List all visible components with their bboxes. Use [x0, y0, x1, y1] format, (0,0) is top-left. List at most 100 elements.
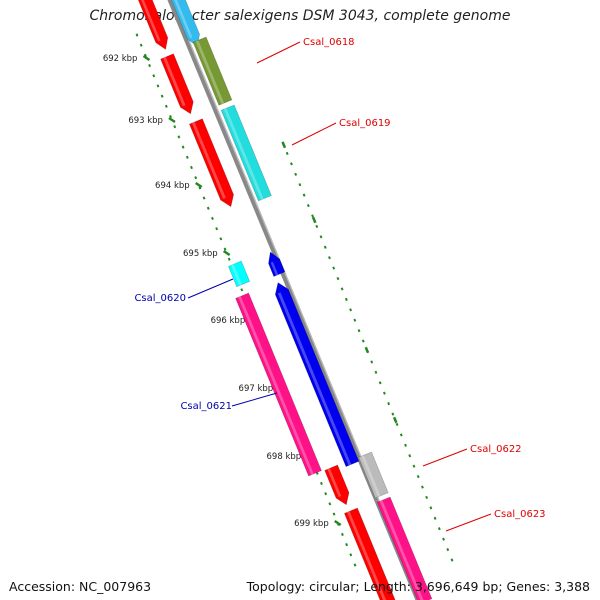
- gene-leader-line: [231, 392, 278, 407]
- outer-tick-dot: [399, 433, 403, 437]
- outer-tick-dot: [442, 537, 445, 541]
- gene-label: Csal_0622: [470, 444, 522, 455]
- gene-arrow-sky-shine: [174, 0, 193, 39]
- outer-tick-dot: [370, 360, 374, 364]
- major-tick: [142, 54, 151, 62]
- gene-leader-line: [256, 41, 301, 64]
- outer-tick-dot: [387, 402, 391, 406]
- gene-arrow-red-shine: [192, 122, 226, 199]
- outer-tick-dot: [298, 183, 302, 187]
- gene-leader-line: [291, 122, 337, 146]
- gene-arrow-blue-shine: [277, 292, 352, 466]
- gene-label: Csal_0619: [339, 118, 391, 129]
- inner-tick-dot: [135, 33, 139, 37]
- inner-tick-dot: [169, 114, 172, 119]
- gene-leader-line: [445, 513, 492, 532]
- gene-leader-line: [187, 278, 234, 299]
- gene-leader-line: [422, 448, 468, 467]
- outer-tick-dot: [425, 495, 429, 500]
- gene-label-layer: Csal_0618 Csal_0619 Csal_0620 Csal_0621 Csal…: [134, 37, 546, 532]
- gene-arrow-olive-shine: [195, 40, 225, 105]
- tick-label: 699 kbp: [294, 519, 329, 529]
- inner-tick-dot: [177, 135, 181, 139]
- inner-tick-dot: [349, 553, 353, 557]
- major-tick: [281, 141, 287, 149]
- outer-tick-dot: [332, 266, 336, 270]
- outer-tick-dot: [382, 391, 386, 395]
- major-tick: [311, 216, 317, 224]
- inner-tick-dot: [215, 227, 219, 231]
- outer-tick-dot: [349, 308, 353, 312]
- gene-label: Csal_0618: [303, 37, 355, 48]
- outer-tick-dot: [421, 485, 424, 489]
- tick-label: 696 kbp: [211, 316, 246, 326]
- outer-tick-dot: [306, 203, 310, 208]
- feature-track: [137, 0, 433, 600]
- inner-tick-dot: [219, 237, 223, 241]
- gene-arrow-olive: [192, 36, 233, 106]
- inner-tick-dot: [240, 288, 244, 292]
- outer-tick-dot: [319, 235, 323, 239]
- inner-tick-dot: [181, 145, 185, 149]
- gene-label: Csal_0623: [494, 509, 546, 520]
- gene-arrow-red: [189, 118, 234, 208]
- inner-tick-dot: [345, 543, 349, 547]
- inner-tick-dot: [324, 492, 328, 496]
- outer-tick-dot: [416, 475, 420, 479]
- tick-label: 694 kbp: [155, 181, 190, 191]
- outer-tick-dot: [336, 276, 340, 281]
- outer-tick-dot: [446, 547, 450, 552]
- tick-label: 693 kbp: [128, 116, 163, 126]
- gene-arrow-red-shine: [327, 468, 342, 497]
- tick-label: 692 kbp: [103, 54, 138, 64]
- inner-tick-dot: [194, 176, 198, 180]
- gene-arrow-cyan-shine: [223, 108, 264, 200]
- outer-tick-dot: [404, 443, 407, 447]
- outer-tick-dot: [450, 558, 454, 562]
- inner-tick-dot: [332, 512, 336, 516]
- inner-tick-dot: [211, 216, 214, 221]
- gene-arrow-grey-shine: [361, 455, 381, 497]
- inner-tick-dot: [173, 125, 177, 129]
- gene-arrow-blue-shine: [270, 261, 279, 276]
- inner-tick-dot: [148, 63, 151, 68]
- gene-label: Csal_0621: [180, 401, 232, 412]
- major-tick: [364, 346, 370, 354]
- gene-arrow-pink: [376, 496, 433, 600]
- outer-tick-dot: [344, 297, 348, 301]
- outer-tick-dot: [323, 245, 327, 249]
- outer-tick-track: [281, 141, 454, 562]
- outer-tick-dot: [408, 454, 412, 458]
- gene-arrow-red: [324, 464, 350, 506]
- outer-tick-dot: [412, 464, 416, 468]
- outer-tick-dot: [433, 516, 437, 520]
- outer-tick-dot: [395, 422, 399, 427]
- gene-arrow-grey: [358, 451, 389, 499]
- tick-label: 698 kbp: [267, 452, 302, 462]
- outer-tick-dot: [391, 412, 395, 416]
- inner-tick-dot: [160, 94, 164, 98]
- inner-tick-dot: [223, 247, 227, 251]
- outer-tick-dot: [353, 318, 357, 322]
- major-tick: [392, 416, 398, 424]
- outer-tick-dot: [429, 506, 433, 510]
- gene-arrow-red-shine: [347, 511, 387, 600]
- gene-arrow-red-shine: [141, 0, 161, 42]
- gene-arrow-blue: [274, 282, 360, 467]
- inner-tick-dot: [202, 196, 206, 200]
- gene-arrow-red: [160, 53, 194, 115]
- tick-label: 697 kbp: [239, 384, 274, 394]
- inner-tick-dot: [227, 257, 231, 261]
- gene-arrow-aqua-shine: [231, 264, 242, 286]
- inner-tick-dot: [156, 84, 160, 88]
- accession-text: Accession: NC_007963: [9, 579, 152, 594]
- gene-arrow-pink-shine: [238, 296, 314, 475]
- gene-arrow-pink-shine: [379, 500, 424, 600]
- map-title: Chromohalobacter salexigens DSM 3043, co…: [89, 8, 511, 24]
- inner-tick-dot: [328, 502, 332, 506]
- major-tick: [334, 519, 342, 527]
- outer-tick-dot: [285, 151, 289, 156]
- gene-label: Csal_0620: [134, 293, 186, 304]
- inner-tick-dot: [353, 563, 357, 567]
